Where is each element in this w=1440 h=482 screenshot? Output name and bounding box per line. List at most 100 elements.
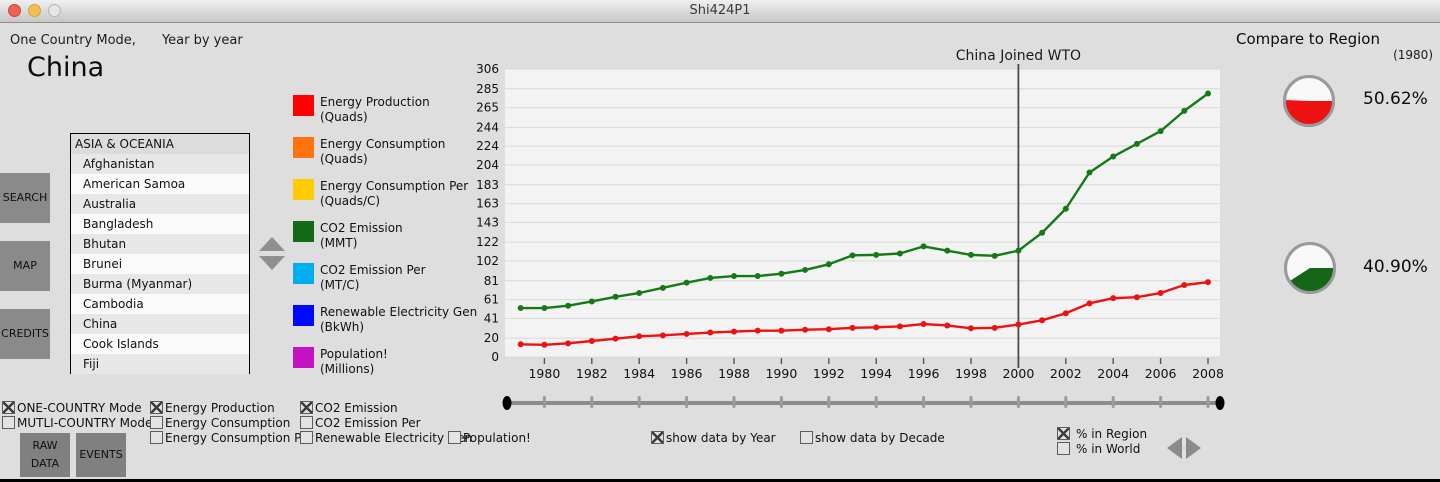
list-scroll-down-button[interactable] bbox=[259, 256, 285, 270]
legend-swatch-energy-consumption-per bbox=[293, 179, 314, 200]
list-item-cambodia[interactable]: Cambodia bbox=[71, 294, 249, 314]
legend-label: CO2 Emission bbox=[320, 221, 403, 235]
y-axis-tick-label: 143 bbox=[476, 215, 499, 229]
checkbox-in-world[interactable]: % in World bbox=[1057, 442, 1147, 456]
legend-swatch-energy-production bbox=[293, 95, 314, 116]
checkbox-show-data-by-decade[interactable]: show data by Decade bbox=[800, 431, 945, 445]
data-point bbox=[707, 274, 714, 281]
zoom-button[interactable] bbox=[48, 4, 61, 17]
data-point bbox=[896, 323, 903, 330]
list-item-american-samoa[interactable]: American Samoa bbox=[71, 174, 249, 194]
list-item-australia[interactable]: Australia bbox=[71, 194, 249, 214]
range-handle-right[interactable] bbox=[1215, 396, 1225, 410]
data-point bbox=[541, 305, 548, 312]
titlebar: Shi424P1 bbox=[0, 0, 1440, 23]
checkbox-energy-consumption[interactable]: Energy Consumption bbox=[150, 416, 313, 430]
checkbox-mutli-country-mode[interactable]: MUTLI-COUNTRY Mode bbox=[2, 416, 152, 430]
checkbox-energy-consumption-per[interactable]: Energy Consumption Per bbox=[150, 431, 313, 445]
next-arrow-button[interactable] bbox=[1186, 437, 1201, 459]
list-item-china[interactable]: China bbox=[71, 314, 249, 334]
checkbox-energy-production[interactable]: Energy Production bbox=[150, 401, 313, 415]
checkbox-energy-production-box[interactable] bbox=[150, 401, 163, 414]
search-button[interactable]: SEARCH bbox=[0, 173, 50, 223]
data-point bbox=[636, 290, 643, 296]
checkbox-population-box[interactable] bbox=[448, 431, 461, 444]
data-point bbox=[873, 251, 880, 258]
map-button[interactable]: MAP bbox=[0, 241, 50, 291]
x-axis-tick-label: 2008 bbox=[1192, 366, 1224, 381]
list-item-fiji[interactable]: Fiji bbox=[71, 354, 249, 374]
wto-annotation-label: China Joined WTO bbox=[956, 48, 1081, 64]
credits-button[interactable]: CREDITS bbox=[0, 309, 50, 359]
data-point bbox=[778, 270, 785, 277]
checkbox-energy-consumption-per-box[interactable] bbox=[150, 431, 163, 444]
percent-checkbox-group: % in Region% in World bbox=[1057, 427, 1147, 456]
close-button[interactable] bbox=[8, 4, 21, 17]
list-item-bangladesh[interactable]: Bangladesh bbox=[71, 214, 249, 234]
checkbox-co2-emission-box[interactable] bbox=[300, 401, 313, 414]
checkbox-in-world-box[interactable] bbox=[1057, 442, 1070, 455]
checkbox-renewable-electricity-gen-box[interactable] bbox=[300, 431, 313, 444]
list-item-cook-islands[interactable]: Cook Islands bbox=[71, 334, 249, 354]
legend-label: Energy Production bbox=[320, 95, 430, 109]
range-handle-left[interactable] bbox=[502, 396, 512, 410]
checkbox-population[interactable]: Population! bbox=[448, 431, 531, 445]
checkbox-co2-emission-per-box[interactable] bbox=[300, 416, 313, 429]
list-item-burma-myanmar[interactable]: Burma (Myanmar) bbox=[71, 274, 249, 294]
checkbox-label: CO2 Emission Per bbox=[315, 415, 421, 430]
checkbox-in-region-box[interactable] bbox=[1057, 427, 1070, 440]
plot-area bbox=[505, 69, 1220, 357]
checkbox-one-country-mode-box[interactable] bbox=[2, 401, 15, 414]
chart: 0 20 41 61 81 102 122 143 163 183 204 224 244 265 285 3… bbox=[476, 48, 1224, 381]
legend-label: CO2 Emission Per bbox=[320, 263, 426, 277]
region-share-pie-energy bbox=[1283, 75, 1335, 127]
minimize-button[interactable] bbox=[28, 4, 41, 17]
raw-data-button[interactable]: RAW DATA bbox=[20, 433, 70, 477]
slider-tick bbox=[1016, 396, 1020, 408]
checkbox-mutli-country-mode-box[interactable] bbox=[2, 416, 15, 429]
data-point bbox=[1157, 290, 1164, 296]
x-axis-tick-label: 1994 bbox=[860, 366, 892, 381]
checkbox-label: Renewable Electricity Gen bbox=[315, 430, 473, 445]
x-axis-tick-label: 2000 bbox=[1002, 366, 1034, 381]
data-point bbox=[778, 327, 785, 334]
country-list[interactable]: ASIA & OCEANIA Afghanistan American Samoa A… bbox=[70, 133, 250, 374]
checkbox-show-data-by-year[interactable]: show data by Year bbox=[651, 431, 776, 445]
y-axis-tick-label: 102 bbox=[476, 254, 499, 268]
data-point bbox=[896, 250, 903, 257]
energy-production-quads-series bbox=[517, 279, 1211, 348]
previous-arrow-button[interactable] bbox=[1167, 437, 1182, 459]
list-scroll-up-button[interactable] bbox=[259, 237, 285, 251]
slider-track[interactable] bbox=[503, 401, 1223, 405]
slider-tick bbox=[874, 396, 878, 408]
data-point bbox=[920, 243, 927, 250]
data-point bbox=[1110, 153, 1117, 160]
checkbox-in-region[interactable]: % in Region bbox=[1057, 427, 1147, 441]
checkbox-show-data-by-decade-box[interactable] bbox=[800, 431, 813, 444]
checkbox-show-data-by-year-box[interactable] bbox=[651, 431, 664, 444]
data-point bbox=[991, 252, 998, 259]
slider-tick bbox=[779, 396, 783, 408]
checkbox-co2-emission[interactable]: CO2 Emission bbox=[300, 401, 472, 415]
list-item-brunei[interactable]: Brunei bbox=[71, 254, 249, 274]
checkbox-one-country-mode[interactable]: ONE-COUNTRY Mode bbox=[2, 401, 152, 415]
y-axis-tick-label: 0 bbox=[491, 350, 499, 364]
year-range-slider[interactable] bbox=[455, 394, 1245, 412]
data-by-year-group: show data by Year bbox=[651, 431, 776, 445]
slider-tick bbox=[1111, 396, 1115, 408]
checkbox-renewable-electricity-gen[interactable]: Renewable Electricity Gen bbox=[300, 430, 473, 445]
co2-emission-mmt-series bbox=[517, 90, 1211, 312]
events-button[interactable]: EVENTS bbox=[76, 433, 126, 477]
x-axis-tick-label: 1998 bbox=[955, 366, 987, 381]
region-share-pct-energy: 50.62% bbox=[1363, 89, 1428, 109]
checkbox-energy-consumption-box[interactable] bbox=[150, 416, 163, 429]
slider-tick bbox=[590, 396, 594, 408]
region-header: ASIA & OCEANIA bbox=[71, 134, 249, 154]
checkbox-co2-emission-per[interactable]: CO2 Emission Per bbox=[300, 415, 472, 430]
legend-swatch-co2-emission bbox=[293, 221, 314, 242]
slider-tick bbox=[969, 396, 973, 408]
list-item-bhutan[interactable]: Bhutan bbox=[71, 234, 249, 254]
list-item-afghanistan[interactable]: Afghanistan bbox=[71, 154, 249, 174]
y-axis-tick-label: 81 bbox=[484, 274, 499, 288]
series-line bbox=[520, 92, 1209, 310]
